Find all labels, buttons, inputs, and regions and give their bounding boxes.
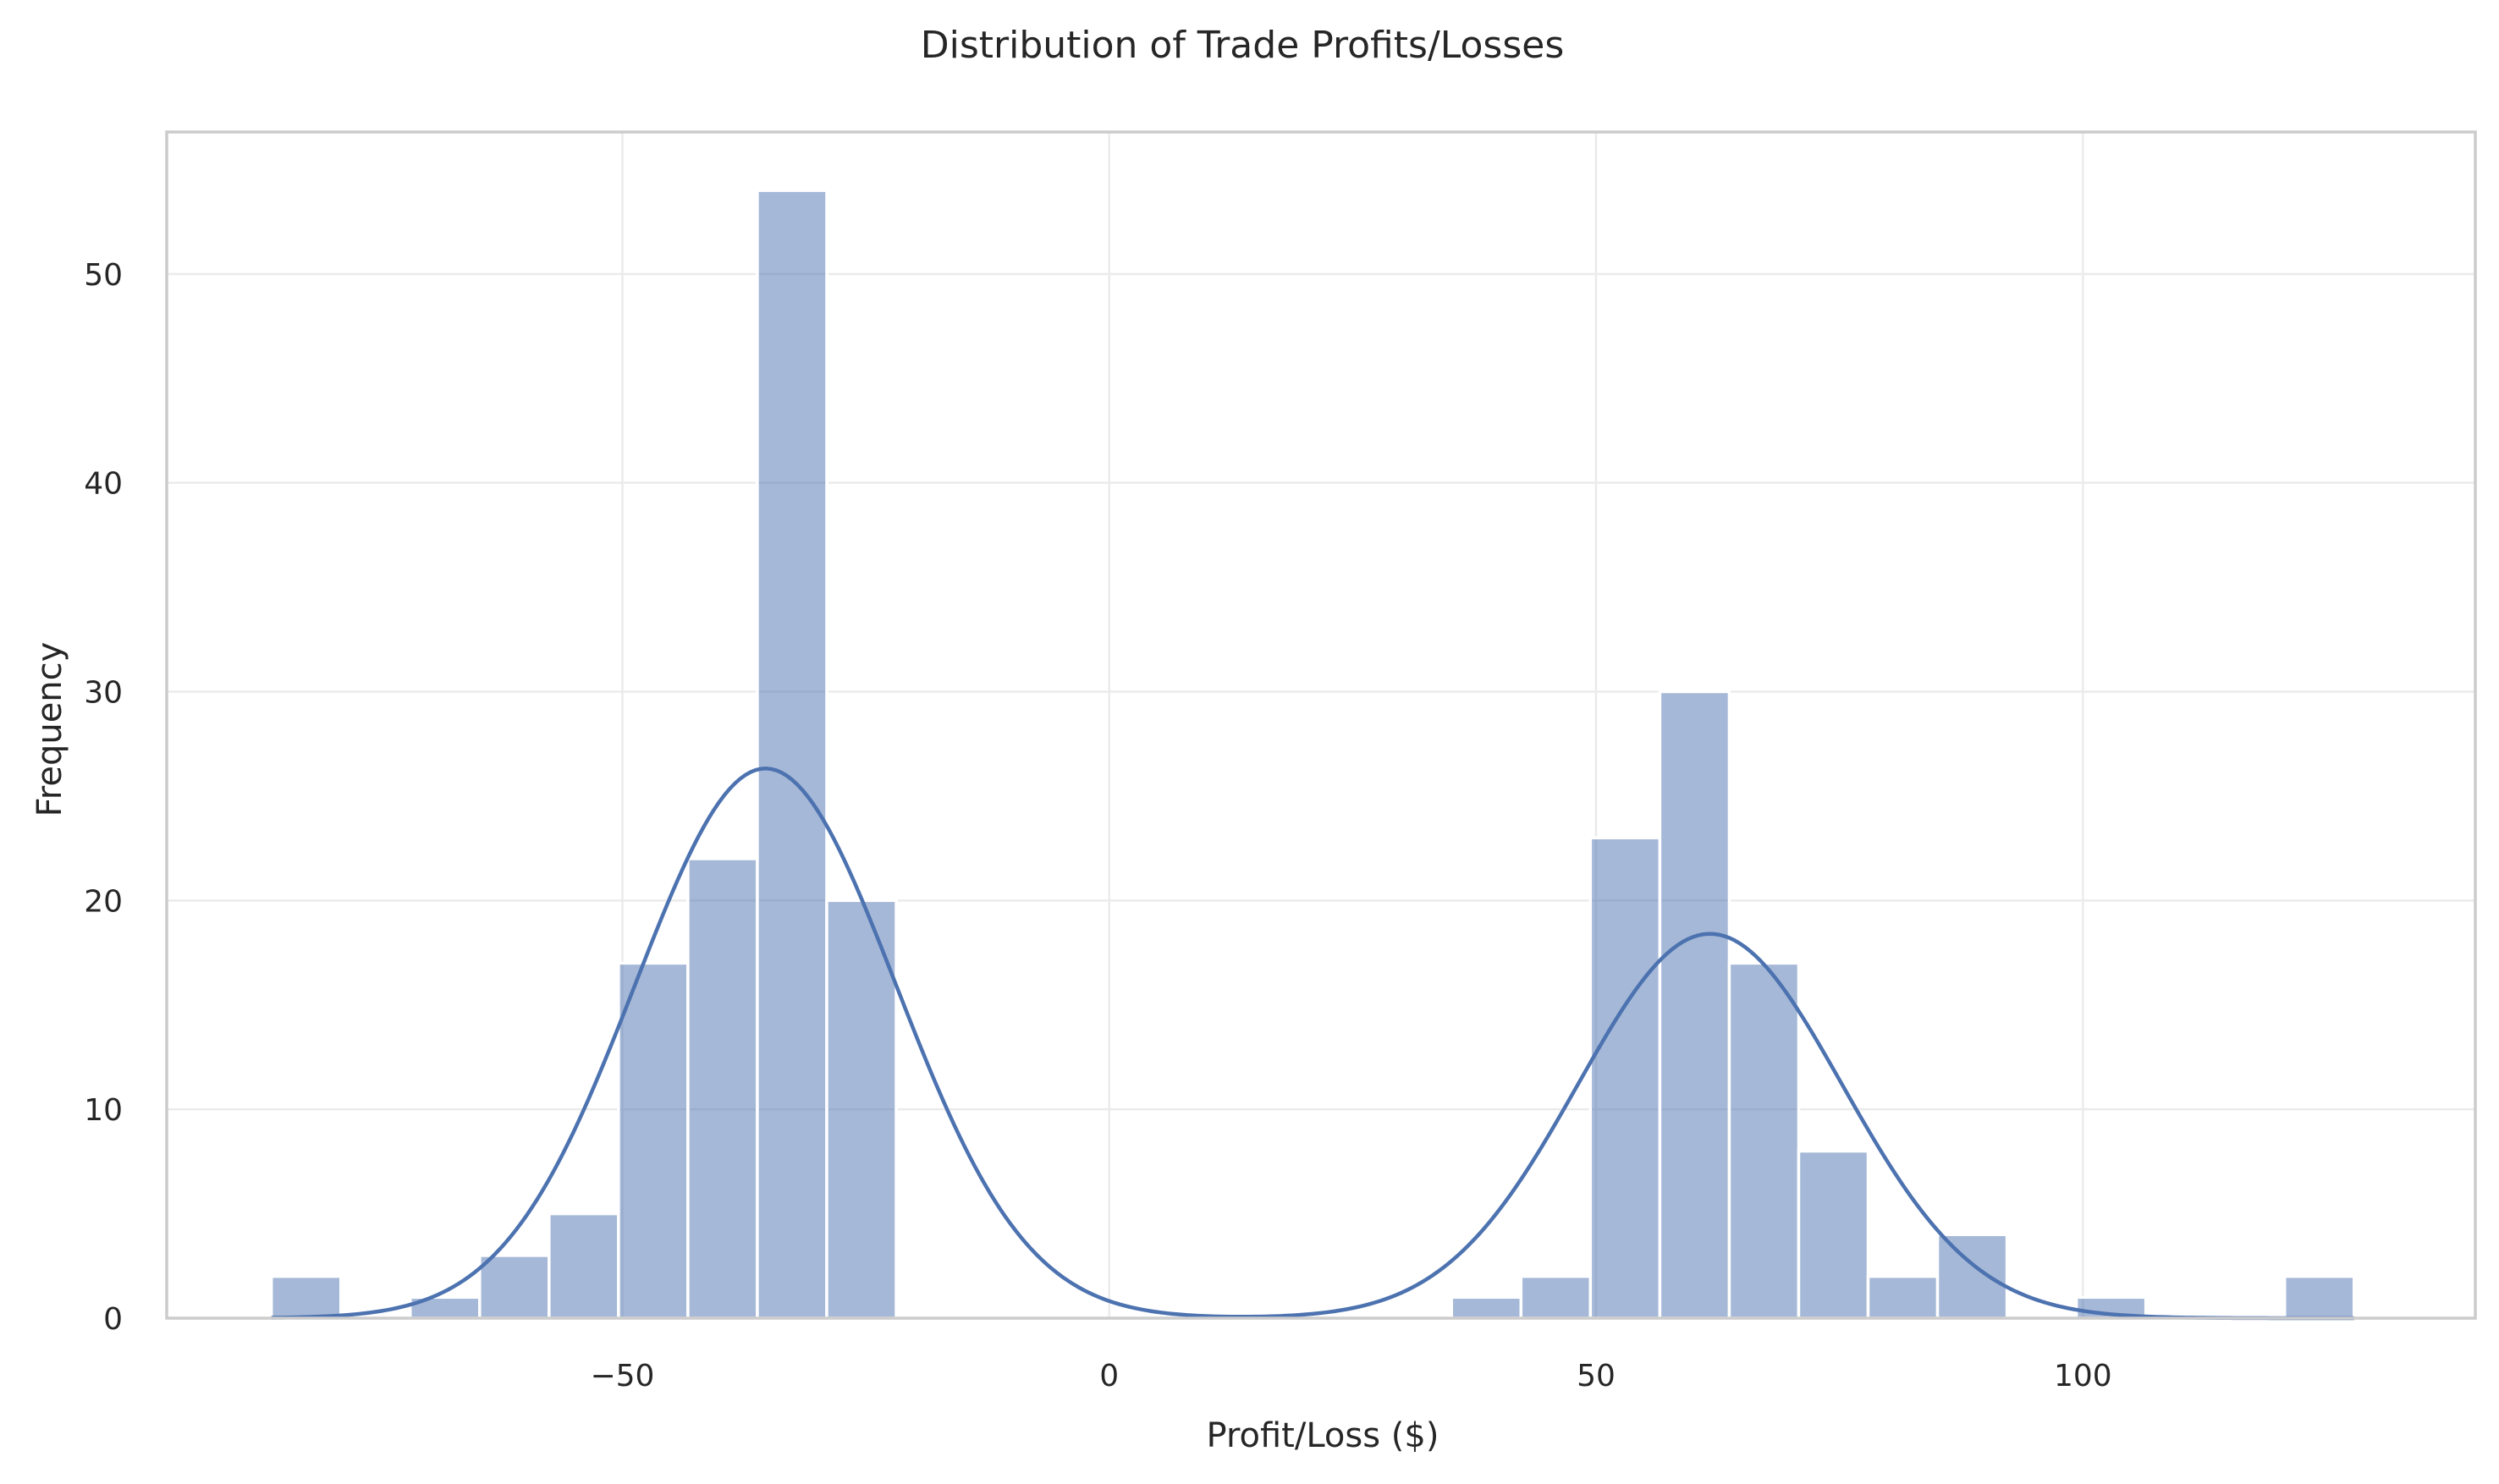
y-tick-label: 50 [84,258,123,293]
histogram-bar [548,1212,620,1320]
x-tick-label: 0 [1099,1359,1119,1393]
y-tick-label: 40 [84,467,123,502]
y-tick-label: 0 [103,1302,123,1337]
x-axis-label: Profit/Loss ($) [1207,1416,1439,1455]
histogram-bar [1866,1274,1940,1320]
histogram-bar [617,961,690,1320]
histogram-bar [1727,961,1801,1320]
histogram-bar [269,1274,343,1320]
histogram-bar [756,189,828,1320]
histogram-bar [1797,1149,1870,1320]
y-axis-ticks: 0 10 20 30 40 50 [84,258,123,1337]
y-axis-label: Frequency [30,642,69,817]
histogram-bar [1658,690,1731,1320]
x-tick-label: 100 [2054,1359,2112,1393]
y-tick-label: 10 [84,1093,123,1128]
x-tick-label: −50 [590,1359,654,1393]
histogram-bar [686,857,759,1320]
histogram-bar [1519,1274,1593,1320]
grid-lines [167,132,2475,1320]
x-tick-label: 50 [1577,1359,1616,1393]
x-axis-ticks: −50 0 50 100 [590,1359,2111,1393]
histogram-bar [2282,1274,2356,1320]
histogram-bar [1588,836,1662,1320]
y-tick-label: 30 [84,676,123,711]
plot-frame [165,130,2477,1320]
histogram-bars [269,189,2356,1320]
histogram-bar [1935,1233,2009,1320]
chart-title: Distribution of Trade Profits/Losses [921,24,1565,67]
histogram-bar [478,1254,551,1320]
histogram-bar [1450,1295,1523,1320]
kde-curve [271,767,2354,1321]
y-tick-label: 20 [84,884,123,919]
